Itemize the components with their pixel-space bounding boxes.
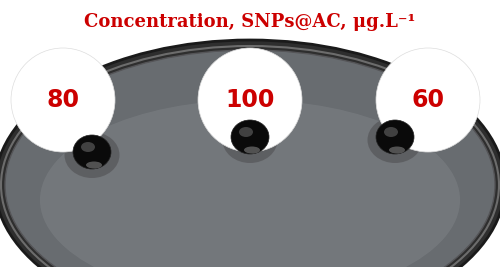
Circle shape: [376, 48, 480, 152]
Text: 80: 80: [46, 88, 80, 112]
Ellipse shape: [73, 135, 111, 169]
Ellipse shape: [239, 127, 253, 137]
Ellipse shape: [5, 50, 495, 267]
Text: Concentration, SNPs@AC, μg.L⁻¹: Concentration, SNPs@AC, μg.L⁻¹: [84, 13, 415, 31]
Ellipse shape: [40, 100, 460, 267]
Ellipse shape: [376, 120, 414, 154]
Ellipse shape: [64, 132, 120, 178]
Ellipse shape: [86, 162, 102, 168]
Ellipse shape: [231, 120, 269, 154]
Ellipse shape: [222, 117, 278, 163]
Bar: [0, 0, 500, 45]
Ellipse shape: [368, 117, 422, 163]
Text: 100: 100: [226, 88, 274, 112]
Ellipse shape: [384, 127, 398, 137]
Ellipse shape: [244, 147, 260, 154]
Ellipse shape: [0, 40, 500, 267]
Circle shape: [11, 48, 115, 152]
Text: 60: 60: [412, 88, 444, 112]
Circle shape: [198, 48, 302, 152]
Ellipse shape: [389, 147, 405, 154]
Ellipse shape: [81, 142, 95, 152]
